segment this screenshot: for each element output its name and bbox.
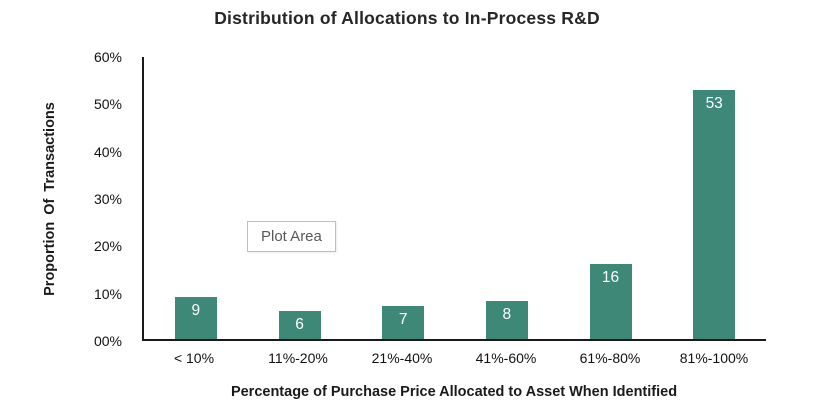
bar-cell: 53	[662, 57, 766, 339]
bar-21%-40%[interactable]: 7	[382, 306, 425, 339]
bar-value-label: 16	[601, 268, 620, 286]
x-axis-category-label: 61%-80%	[579, 350, 641, 366]
chart-title: Distribution of Allocations to In-Proces…	[214, 8, 600, 28]
bar-series: 9 6 7 8 16 53	[144, 57, 766, 339]
x-axis-category-label: 41%-60%	[475, 350, 537, 366]
bar-cell: 16	[559, 57, 663, 339]
bar-value-label: 8	[502, 306, 512, 324]
y-axis-tick-label: 10%	[93, 285, 122, 302]
bar-value-label: 6	[295, 315, 304, 333]
x-axis-category-label: 81%-100%	[679, 350, 749, 366]
bar-cell: 6	[248, 57, 352, 339]
bar-81%-100%[interactable]: 53	[693, 89, 736, 339]
bar-value-label: 53	[705, 94, 723, 112]
y-axis-tick-label: 00%	[93, 333, 122, 349]
x-axis-category-labels: < 10% 11%-20% 21%-40% 41%-60% 61%-80% 81%-100…	[142, 350, 766, 366]
bar-value-label: 9	[191, 301, 201, 319]
bar-61%-80%[interactable]: 16	[589, 263, 632, 339]
plot-area[interactable]: 9 6 7 8 16 53	[142, 57, 766, 341]
bar-cell: 8	[455, 57, 559, 339]
x-axis-category-label: < 10%	[173, 350, 215, 366]
y-axis-tick-label: 60%	[93, 49, 122, 65]
plot-area-tooltip: Plot Area	[247, 221, 336, 252]
y-axis-tick-label: 20%	[93, 238, 122, 255]
bar-11%-20%[interactable]: 6	[278, 310, 321, 339]
bar-value-label: 7	[398, 311, 408, 329]
y-axis-tick-labels: 60% 50% 40% 30% 20% 10% 00%	[0, 49, 132, 349]
bar-cell: 9	[144, 57, 248, 339]
bar-< 10%[interactable]: 9	[174, 296, 217, 339]
x-axis-title: Percentage of Purchase Price Allocated t…	[230, 384, 678, 400]
y-axis-tick-label: 50%	[93, 96, 122, 113]
x-axis-category-label: 11%-20%	[268, 350, 328, 366]
y-axis-tick-label: 30%	[93, 191, 122, 207]
x-axis-category-label: 21%-40%	[371, 350, 433, 366]
bar-41%-60%[interactable]: 8	[485, 301, 528, 339]
y-axis-tick-label: 40%	[93, 143, 122, 160]
bar-cell: 7	[351, 57, 455, 339]
